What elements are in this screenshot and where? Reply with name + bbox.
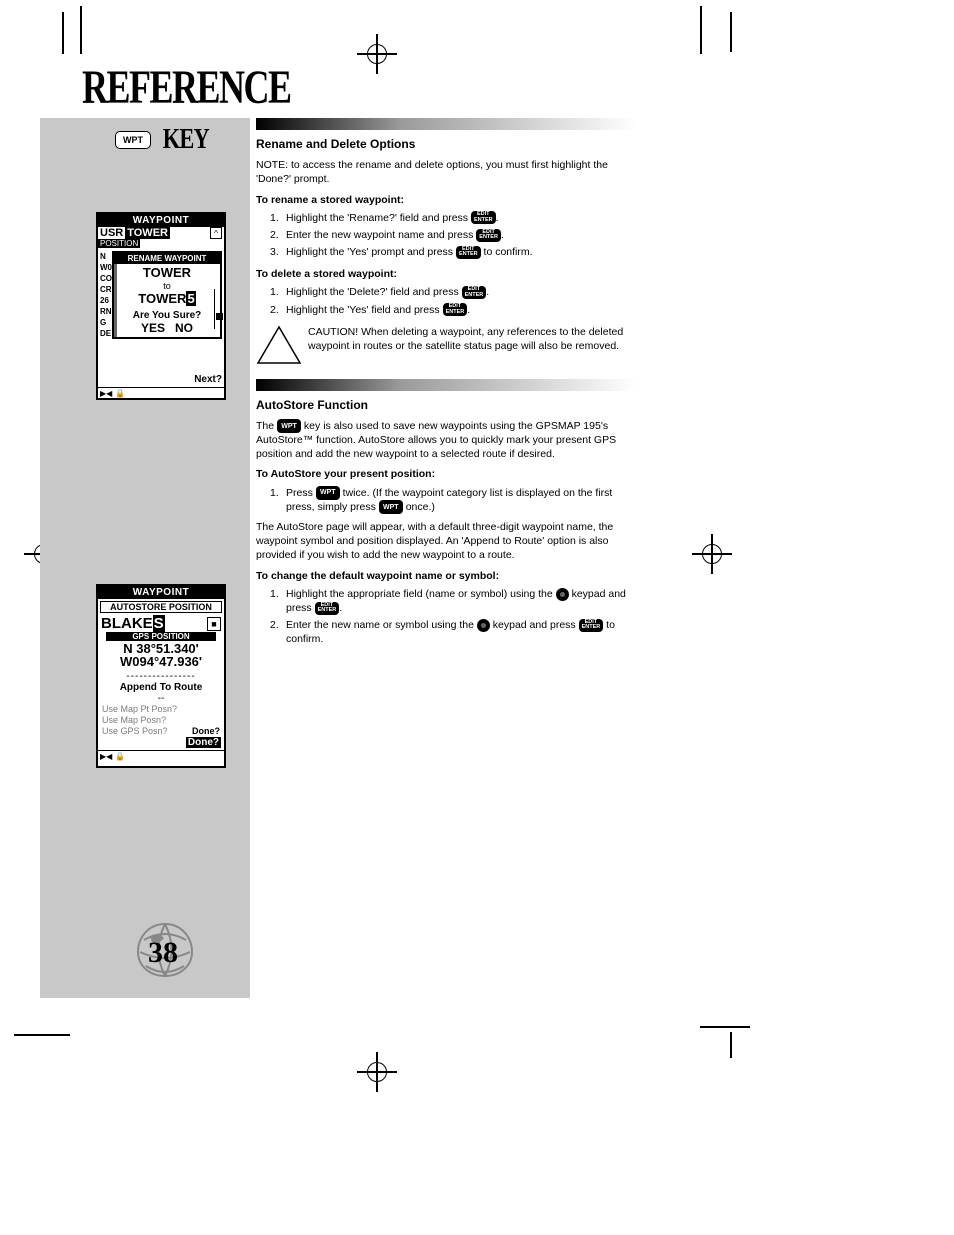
- lcd2-twodash: --: [98, 693, 224, 704]
- lcd1-caret-icon: ^: [210, 227, 222, 239]
- crop-marks-top: [0, 12, 954, 62]
- edit-enter-key-icon: EDITENTER: [579, 619, 604, 632]
- lcd1-scrollbar: [214, 289, 224, 329]
- rocker-key-icon: [477, 619, 490, 632]
- registration-mark-right: [698, 540, 726, 568]
- lcd-rename-waypoint: WAYPOINT USR TOWER ^ POSITION N W0 COM C…: [96, 212, 226, 400]
- lcd2-opt1: Use Map Pt Posn?: [102, 704, 220, 715]
- wpt-key-icon: WPT: [379, 500, 403, 514]
- lcd1-sure: Are You Sure?: [114, 310, 220, 321]
- key-label: KEY: [163, 124, 209, 156]
- wpt-key-icon: WPT: [316, 486, 340, 500]
- crop-marks-bottom: [0, 1022, 954, 1062]
- para-note: NOTE: to access the rename and delete op…: [256, 158, 636, 186]
- edit-enter-key-icon: EDITENTER: [462, 286, 487, 299]
- registration-mark-top: [363, 40, 391, 68]
- lcd2-done-btn-row: Done?: [98, 737, 224, 750]
- lcd1-next: Next?: [194, 374, 222, 385]
- lcd2-name-pre: BLAKE: [101, 615, 153, 632]
- lcd2-symbol-icon: ■: [207, 617, 221, 631]
- lcd1-title: WAYPOINT: [98, 214, 224, 227]
- lcd1-footer: ▶◀ 🔒: [98, 387, 224, 399]
- caution-text: CAUTION! When deleting a waypoint, any r…: [308, 325, 636, 353]
- rename-step-3: 3.Highlight the 'Yes' prompt and press E…: [270, 245, 636, 259]
- autoname-title: To change the default waypoint name or s…: [256, 569, 636, 583]
- lcd1-no: NO: [175, 321, 193, 335]
- lcd1-big: TOWER: [114, 264, 220, 281]
- lcd2-name: BLAKES: [101, 615, 165, 632]
- rename-step-2: 2.Enter the new waypoint name and press …: [270, 228, 636, 242]
- lcd2-opt3: Use GPS Posn?: [102, 726, 168, 736]
- sidebar: WPT KEY WAYPOINT USR TOWER ^ POSITION N …: [40, 118, 250, 998]
- lcd1-big2-pre: TOWER: [138, 291, 186, 306]
- main-content: Rename and Delete Options NOTE: to acces…: [256, 118, 636, 649]
- edit-enter-key-icon: EDITENTER: [456, 246, 481, 259]
- lcd2-opt2: Use Map Posn?: [102, 715, 220, 726]
- lcd2-append: Append To Route: [98, 682, 224, 693]
- edit-enter-key-icon: EDITENTER: [315, 602, 340, 615]
- para-autostore-body: The AutoStore page will appear, with a d…: [256, 520, 636, 563]
- lcd2-autostore: AUTOSTORE POSITION: [100, 601, 222, 613]
- delete-step-2: 2.Highlight the 'Yes' field and press ED…: [270, 303, 636, 317]
- wpt-key-icon: WPT: [115, 131, 151, 149]
- lcd2-footer: ▶◀ 🔒: [98, 750, 224, 762]
- heading-autostore: AutoStore Function: [256, 397, 636, 413]
- lcd2-opt3-row: Use GPS Posn? Done?: [102, 726, 220, 737]
- lcd1-to: to: [114, 281, 220, 291]
- lcd2-done-btn: Done?: [186, 737, 221, 748]
- delete-title: To delete a stored waypoint:: [256, 267, 636, 281]
- edit-enter-key-icon: EDITENTER: [443, 303, 468, 316]
- lcd2-done-label: Done?: [192, 726, 220, 737]
- lcd1-usr-val: TOWER: [125, 227, 170, 239]
- lcd1-big2-inv: 5: [186, 291, 195, 306]
- lcd1-usr-row: USR TOWER ^: [98, 227, 224, 239]
- lcd1-footer-icon-2: 🔒: [115, 389, 125, 398]
- lcd2-name-row: BLAKES ■: [98, 615, 224, 632]
- lcd2-lon: W094°47.936': [98, 655, 224, 668]
- autoname-step-1: 1.Highlight the appropriate field (name …: [270, 587, 636, 615]
- sidebar-header: WPT KEY: [115, 124, 215, 156]
- delete-step-1: 1.Highlight the 'Delete?' field and pres…: [270, 285, 636, 299]
- gradient-bar-1: [256, 118, 636, 130]
- rename-step-1: 1.Highlight the 'Rename?' field and pres…: [270, 211, 636, 225]
- autoname-step-2: 2.Enter the new name or symbol using the…: [270, 618, 636, 646]
- lcd1-footer-icon-1: ▶◀: [100, 389, 112, 398]
- gradient-bar-2: [256, 379, 636, 391]
- lcd2-footer-icon-2: 🔒: [115, 752, 125, 761]
- para-autostore-intro: The WPT key is also used to save new way…: [256, 419, 636, 462]
- page-title: REFERENCE: [82, 60, 291, 115]
- lcd2-opts: Use Map Pt Posn? Use Map Posn? Use GPS P…: [98, 704, 224, 737]
- lcd2-title: WAYPOINT: [98, 586, 224, 599]
- lcd1-position-label: POSITION: [98, 239, 140, 248]
- lcd2-footer-icon-1: ▶◀: [100, 752, 112, 761]
- page-number: 38: [148, 936, 178, 970]
- registration-mark-bottom: [363, 1058, 391, 1086]
- lcd1-dlg-title: RENAME WAYPOINT: [114, 253, 220, 264]
- lcd2-dashes: ----------------: [98, 671, 224, 682]
- lcd-autostore: WAYPOINT AUTOSTORE POSITION BLAKES ■ GPS…: [96, 584, 226, 768]
- caution-triangle-icon: [256, 325, 302, 365]
- autostore-step-1: 1.Press WPT twice. (If the waypoint cate…: [270, 486, 636, 514]
- lcd2-gpspos: GPS POSITION: [106, 632, 216, 641]
- lcd2-coords: N 38°51.340' W094°47.936': [98, 641, 224, 671]
- lcd1-yes: YES: [141, 321, 165, 335]
- lcd1-big2: TOWER5: [114, 291, 220, 306]
- autostore-title: To AutoStore your present position:: [256, 467, 636, 481]
- lcd1-rename-dialog: RENAME WAYPOINT TOWER to TOWER5 Are You …: [112, 251, 222, 339]
- lcd2-name-inv: S: [153, 615, 165, 632]
- wpt-key-icon: WPT: [277, 419, 301, 433]
- edit-enter-key-icon: EDITENTER: [471, 211, 496, 224]
- rocker-key-icon: [556, 588, 569, 601]
- rename-title: To rename a stored waypoint:: [256, 193, 636, 207]
- edit-enter-key-icon: EDITENTER: [476, 229, 501, 242]
- lcd1-usr: USR: [100, 227, 123, 239]
- caution-block: CAUTION! When deleting a waypoint, any r…: [256, 325, 636, 365]
- lcd1-yn: YES NO: [114, 321, 220, 335]
- heading-rename-delete: Rename and Delete Options: [256, 136, 636, 152]
